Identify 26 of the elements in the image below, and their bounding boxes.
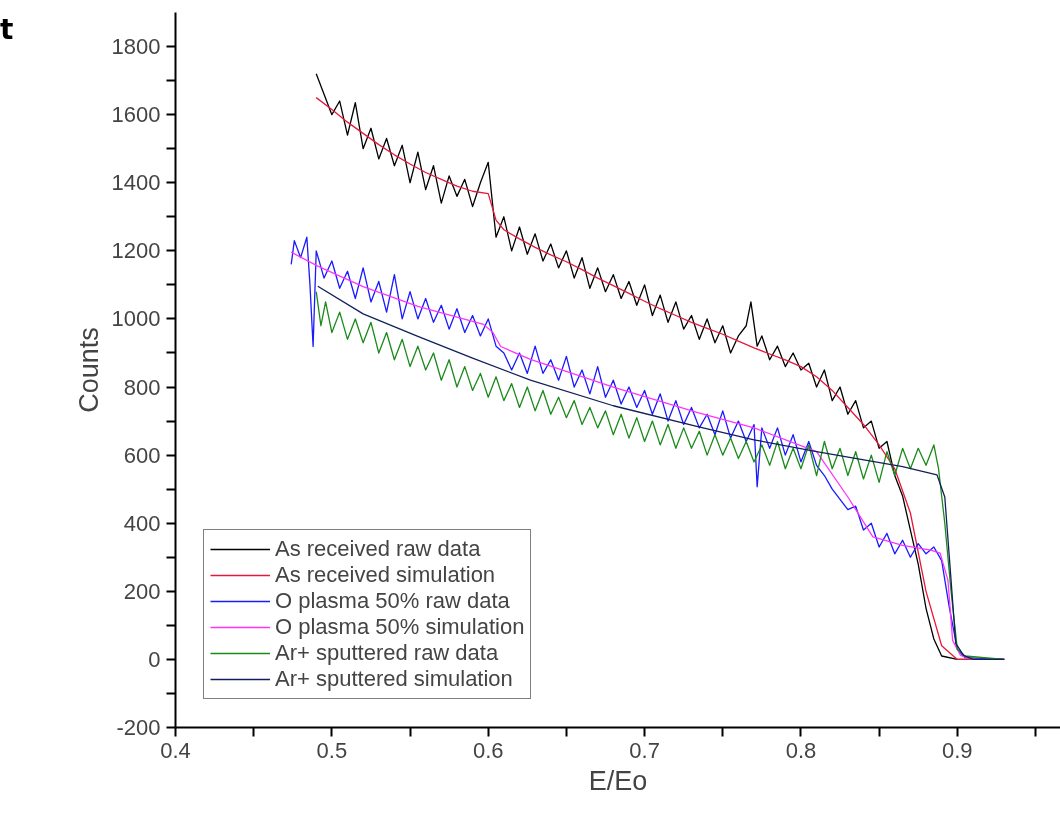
y-tick-label: 1600: [111, 102, 161, 128]
x-tick-label: 0.6: [472, 737, 504, 763]
legend-label: As received raw data: [275, 536, 481, 562]
legend-label: Ar+ sputtered raw data: [275, 640, 499, 666]
y-tick-label: 600: [123, 442, 161, 468]
x-tick-label: 0.8: [785, 737, 817, 763]
y-tick-label: 1000: [111, 306, 161, 332]
y-tick-label: 1400: [111, 170, 161, 196]
y-tick-label: 1800: [111, 34, 161, 60]
x-tick-label: 0.4: [160, 737, 191, 763]
x-tick-label: 0.9: [942, 737, 973, 763]
y-tick-label: 200: [123, 578, 161, 604]
y-axis-title: Counts: [73, 327, 104, 413]
text: t: [0, 12, 14, 48]
x-tick-label: 0.5: [316, 737, 348, 763]
x-axis-title: E/Eo: [588, 765, 648, 796]
y-tick-label: -200: [116, 715, 161, 740]
x-tick-label: 0.7: [629, 737, 660, 763]
y-tick-label: 800: [123, 374, 161, 400]
legend-label: O plasma 50% raw data: [275, 588, 510, 614]
legend-label: As received simulation: [275, 562, 496, 588]
y-tick-label: 400: [123, 510, 161, 536]
y-tick-label: 0: [148, 646, 161, 672]
legend-label: Ar+ sputtered simulation: [275, 666, 513, 692]
legend-label: O plasma 50% simulation: [275, 614, 525, 640]
y-tick-label: 1200: [111, 238, 161, 264]
